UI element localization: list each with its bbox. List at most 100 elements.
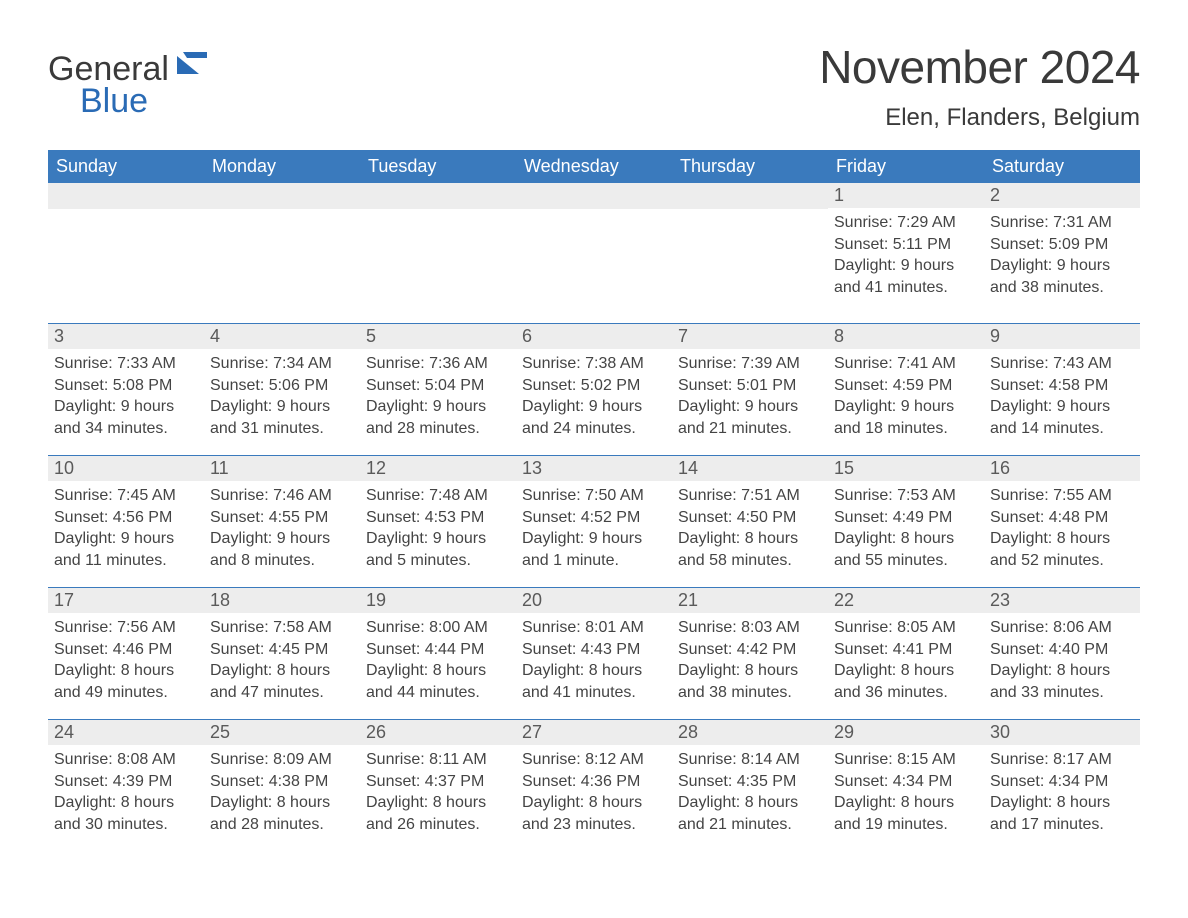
day-number: 10 (48, 455, 204, 481)
sunset-line: Sunset: 5:04 PM (366, 375, 510, 397)
sunset-line: Sunset: 4:52 PM (522, 507, 666, 529)
sunset-line: Sunset: 4:34 PM (834, 771, 978, 793)
calendar-cell (204, 183, 360, 323)
calendar-cell: 27Sunrise: 8:12 AMSunset: 4:36 PMDayligh… (516, 719, 672, 851)
calendar-cell: 14Sunrise: 7:51 AMSunset: 4:50 PMDayligh… (672, 455, 828, 587)
day-details: Sunrise: 7:53 AMSunset: 4:49 PMDaylight:… (828, 481, 984, 577)
sunrise-line: Sunrise: 8:09 AM (210, 749, 354, 771)
sunrise-line: Sunrise: 8:05 AM (834, 617, 978, 639)
calendar-cell (516, 183, 672, 323)
day-details: Sunrise: 7:29 AMSunset: 5:11 PMDaylight:… (828, 208, 984, 304)
calendar-cell: 19Sunrise: 8:00 AMSunset: 4:44 PMDayligh… (360, 587, 516, 719)
day-details: Sunrise: 7:48 AMSunset: 4:53 PMDaylight:… (360, 481, 516, 577)
col-saturday: Saturday (984, 150, 1140, 183)
day-details: Sunrise: 8:05 AMSunset: 4:41 PMDaylight:… (828, 613, 984, 709)
sunrise-line: Sunrise: 8:03 AM (678, 617, 822, 639)
day-number: 26 (360, 719, 516, 745)
sunset-line: Sunset: 4:46 PM (54, 639, 198, 661)
calendar-cell (672, 183, 828, 323)
day-details: Sunrise: 8:00 AMSunset: 4:44 PMDaylight:… (360, 613, 516, 709)
daylight-line: Daylight: 9 hours and 21 minutes. (678, 396, 822, 439)
calendar-cell (48, 183, 204, 323)
calendar-week-row: 24Sunrise: 8:08 AMSunset: 4:39 PMDayligh… (48, 719, 1140, 851)
day-details: Sunrise: 8:17 AMSunset: 4:34 PMDaylight:… (984, 745, 1140, 841)
sunset-line: Sunset: 5:11 PM (834, 234, 978, 256)
sunrise-line: Sunrise: 7:50 AM (522, 485, 666, 507)
sunset-line: Sunset: 4:55 PM (210, 507, 354, 529)
daylight-line: Daylight: 8 hours and 33 minutes. (990, 660, 1134, 703)
calendar-cell: 24Sunrise: 8:08 AMSunset: 4:39 PMDayligh… (48, 719, 204, 851)
day-details: Sunrise: 7:58 AMSunset: 4:45 PMDaylight:… (204, 613, 360, 709)
day-number: 14 (672, 455, 828, 481)
sunrise-line: Sunrise: 8:15 AM (834, 749, 978, 771)
daylight-line: Daylight: 8 hours and 36 minutes. (834, 660, 978, 703)
col-tuesday: Tuesday (360, 150, 516, 183)
daylight-line: Daylight: 8 hours and 41 minutes. (522, 660, 666, 703)
day-number: 23 (984, 587, 1140, 613)
day-number: 15 (828, 455, 984, 481)
sunrise-line: Sunrise: 8:01 AM (522, 617, 666, 639)
day-details: Sunrise: 8:06 AMSunset: 4:40 PMDaylight:… (984, 613, 1140, 709)
calendar-cell: 28Sunrise: 8:14 AMSunset: 4:35 PMDayligh… (672, 719, 828, 851)
day-number: 8 (828, 323, 984, 349)
daylight-line: Daylight: 8 hours and 19 minutes. (834, 792, 978, 835)
sunrise-line: Sunrise: 7:41 AM (834, 353, 978, 375)
day-number: 30 (984, 719, 1140, 745)
calendar-cell: 23Sunrise: 8:06 AMSunset: 4:40 PMDayligh… (984, 587, 1140, 719)
day-details: Sunrise: 8:14 AMSunset: 4:35 PMDaylight:… (672, 745, 828, 841)
day-number: 6 (516, 323, 672, 349)
sunset-line: Sunset: 4:45 PM (210, 639, 354, 661)
sunset-line: Sunset: 5:02 PM (522, 375, 666, 397)
calendar-cell: 9Sunrise: 7:43 AMSunset: 4:58 PMDaylight… (984, 323, 1140, 455)
sunset-line: Sunset: 4:43 PM (522, 639, 666, 661)
col-thursday: Thursday (672, 150, 828, 183)
day-number: 24 (48, 719, 204, 745)
calendar-cell: 7Sunrise: 7:39 AMSunset: 5:01 PMDaylight… (672, 323, 828, 455)
calendar-cell: 21Sunrise: 8:03 AMSunset: 4:42 PMDayligh… (672, 587, 828, 719)
day-number: 21 (672, 587, 828, 613)
calendar-week-row: 3Sunrise: 7:33 AMSunset: 5:08 PMDaylight… (48, 323, 1140, 455)
daylight-line: Daylight: 9 hours and 38 minutes. (990, 255, 1134, 298)
daylight-line: Daylight: 9 hours and 31 minutes. (210, 396, 354, 439)
day-number: 19 (360, 587, 516, 613)
calendar-cell: 5Sunrise: 7:36 AMSunset: 5:04 PMDaylight… (360, 323, 516, 455)
day-details: Sunrise: 7:39 AMSunset: 5:01 PMDaylight:… (672, 349, 828, 445)
sunset-line: Sunset: 4:40 PM (990, 639, 1134, 661)
sunrise-line: Sunrise: 7:51 AM (678, 485, 822, 507)
day-number: 3 (48, 323, 204, 349)
day-number: 12 (360, 455, 516, 481)
sunrise-line: Sunrise: 8:06 AM (990, 617, 1134, 639)
daylight-line: Daylight: 9 hours and 28 minutes. (366, 396, 510, 439)
sunrise-line: Sunrise: 7:43 AM (990, 353, 1134, 375)
sunset-line: Sunset: 5:01 PM (678, 375, 822, 397)
day-details: Sunrise: 7:51 AMSunset: 4:50 PMDaylight:… (672, 481, 828, 577)
sunset-line: Sunset: 5:08 PM (54, 375, 198, 397)
empty-day (516, 183, 672, 209)
day-details: Sunrise: 7:36 AMSunset: 5:04 PMDaylight:… (360, 349, 516, 445)
calendar-week-row: 1Sunrise: 7:29 AMSunset: 5:11 PMDaylight… (48, 183, 1140, 323)
day-number: 13 (516, 455, 672, 481)
sunrise-line: Sunrise: 7:53 AM (834, 485, 978, 507)
calendar-cell: 22Sunrise: 8:05 AMSunset: 4:41 PMDayligh… (828, 587, 984, 719)
calendar-week-row: 10Sunrise: 7:45 AMSunset: 4:56 PMDayligh… (48, 455, 1140, 587)
daylight-line: Daylight: 8 hours and 44 minutes. (366, 660, 510, 703)
daylight-line: Daylight: 8 hours and 17 minutes. (990, 792, 1134, 835)
day-number: 29 (828, 719, 984, 745)
day-details: Sunrise: 7:34 AMSunset: 5:06 PMDaylight:… (204, 349, 360, 445)
calendar-week-row: 17Sunrise: 7:56 AMSunset: 4:46 PMDayligh… (48, 587, 1140, 719)
daylight-line: Daylight: 9 hours and 24 minutes. (522, 396, 666, 439)
daylight-line: Daylight: 9 hours and 8 minutes. (210, 528, 354, 571)
day-number: 17 (48, 587, 204, 613)
daylight-line: Daylight: 9 hours and 18 minutes. (834, 396, 978, 439)
sunset-line: Sunset: 5:06 PM (210, 375, 354, 397)
empty-day (360, 183, 516, 209)
daylight-line: Daylight: 9 hours and 34 minutes. (54, 396, 198, 439)
daylight-line: Daylight: 8 hours and 49 minutes. (54, 660, 198, 703)
calendar-cell: 20Sunrise: 8:01 AMSunset: 4:43 PMDayligh… (516, 587, 672, 719)
day-details: Sunrise: 8:08 AMSunset: 4:39 PMDaylight:… (48, 745, 204, 841)
calendar-cell: 18Sunrise: 7:58 AMSunset: 4:45 PMDayligh… (204, 587, 360, 719)
daylight-line: Daylight: 8 hours and 21 minutes. (678, 792, 822, 835)
sunset-line: Sunset: 4:50 PM (678, 507, 822, 529)
calendar-cell: 13Sunrise: 7:50 AMSunset: 4:52 PMDayligh… (516, 455, 672, 587)
sunrise-line: Sunrise: 7:34 AM (210, 353, 354, 375)
